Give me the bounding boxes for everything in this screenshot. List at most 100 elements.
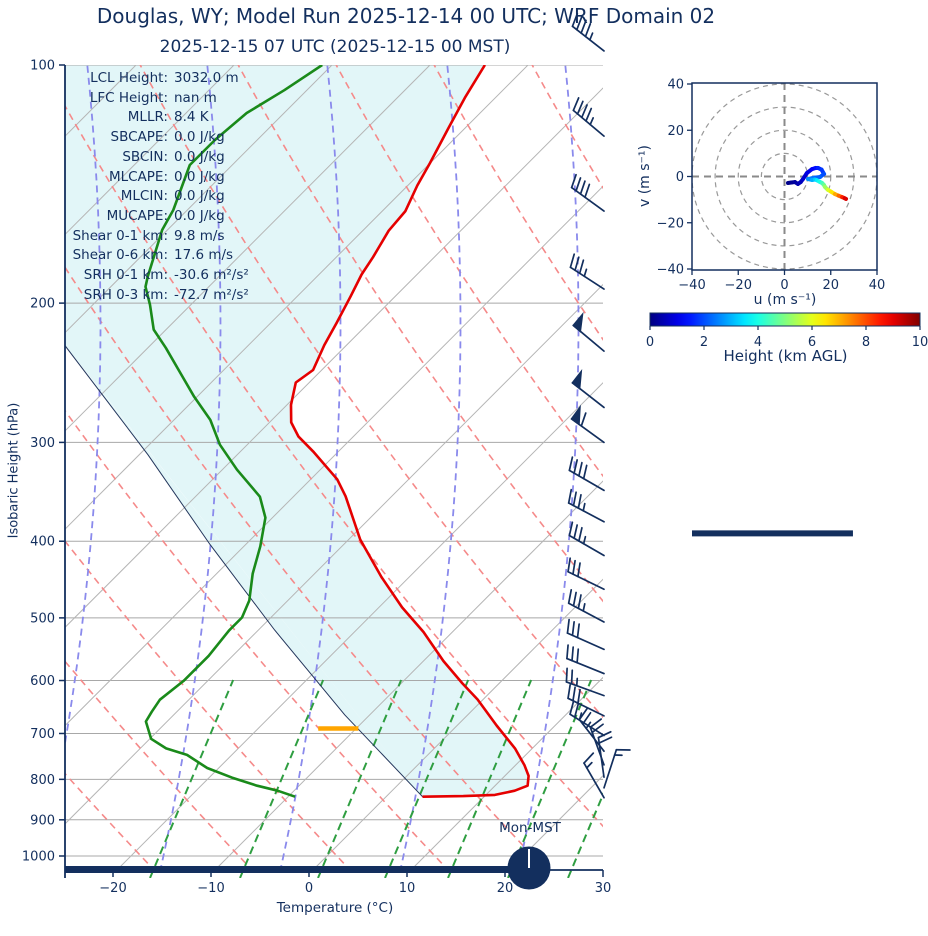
stat-value: 0.0 J/kg	[174, 188, 225, 205]
barb-full	[578, 461, 583, 477]
barb-staff	[569, 266, 605, 290]
stat-line: SRH 0-3 km: -72.7 m²/s²	[40, 286, 340, 306]
stat-label: SRH 0-1 km:	[83, 267, 168, 284]
stat-label: LFC Height:	[89, 89, 168, 106]
hodograph-u-tick-label: −40	[678, 278, 705, 293]
hodograph-u-tick-label: 40	[869, 278, 886, 293]
stat-line: LFC Height: nan m	[40, 89, 340, 109]
stat-value: 3032.0 m	[174, 70, 239, 86]
stat-value: 9.8 m/s	[174, 227, 225, 244]
dry-adiabat-line	[433, 65, 603, 341]
barb-full	[568, 456, 574, 472]
barb-full	[578, 707, 589, 721]
stat-line: SBCIN: 0.0 J/kg	[40, 148, 340, 168]
barb-full	[591, 723, 604, 734]
barb-full	[567, 588, 573, 605]
moist-adiabat-line	[399, 65, 462, 873]
dry-adiabat-line	[139, 65, 603, 719]
parcel-profile-line	[65, 344, 423, 798]
pressure-tick-label: 200	[30, 297, 55, 312]
barb-staff	[565, 681, 605, 697]
hodograph-v-axis-label: v (m s⁻¹)	[637, 144, 653, 208]
barb-full	[571, 646, 575, 662]
mixing-ratio-line	[239, 679, 325, 878]
stat-value: 0.0 J/kg	[174, 168, 225, 185]
isotherm-line	[65, 65, 431, 432]
stat-label: Shear 0-6 km:	[72, 247, 168, 264]
barb-full	[575, 177, 582, 192]
barb-full	[571, 620, 575, 637]
stat-value: 8.4 K	[174, 109, 209, 126]
barb-full	[573, 703, 580, 718]
barb-half	[589, 117, 595, 126]
wind-barb	[571, 369, 605, 409]
isotherm-line	[65, 185, 603, 727]
barb-half	[585, 761, 593, 769]
stat-value: 0.0 J/kg	[174, 207, 225, 224]
moist-adiabat-line	[159, 65, 222, 873]
dry-adiabat-line	[65, 660, 255, 873]
temperature-tick-label: 20	[497, 881, 514, 896]
barb-staff	[566, 657, 605, 675]
isotherm-line	[212, 480, 603, 873]
wind-barb	[572, 97, 605, 137]
barb-full	[577, 688, 581, 704]
pressure-tick-label: 400	[30, 535, 55, 550]
barb-full	[578, 526, 583, 542]
mixing-ratio-line	[317, 679, 403, 878]
wind-barb	[597, 730, 613, 779]
temperature-tick-label: −10	[197, 881, 224, 896]
pressure-tick-label: 500	[30, 611, 55, 626]
wind-barb-column	[565, 12, 631, 799]
barb-full	[569, 700, 575, 716]
barb-full	[566, 644, 569, 660]
height-colorbar	[649, 312, 921, 327]
wind-barb	[566, 644, 605, 675]
colorbar-tick-label: 0	[646, 335, 654, 350]
barb-staff	[567, 602, 605, 623]
dry-adiabat-line	[65, 539, 353, 873]
isotherm-line	[65, 65, 235, 236]
barb-full	[584, 183, 591, 199]
pressure-axis-label: Isobaric Height (hPa)	[6, 402, 22, 539]
mixing-ratio-line	[507, 679, 593, 878]
isotherm-line	[65, 87, 603, 629]
stat-line: SRH 0-1 km: -30.6 m²/s²	[40, 266, 340, 286]
wind-barb	[567, 588, 605, 623]
barb-full	[567, 557, 572, 573]
barb-staff	[568, 469, 605, 492]
hodograph-u-tick-label: 0	[780, 278, 788, 293]
barb-full	[589, 718, 603, 729]
stat-line: Shear 0-1 km: 9.8 m/s	[40, 227, 340, 247]
wind-barb	[567, 684, 605, 717]
hodograph-u-tick-label: 20	[822, 278, 839, 293]
barb-full	[572, 97, 580, 112]
isotherm-line	[65, 65, 529, 530]
stat-label: LCL Height:	[90, 70, 168, 86]
barb-full	[572, 591, 577, 607]
colorbar-tick-label: 6	[808, 335, 816, 350]
barb-half	[575, 677, 579, 687]
stat-line: SBCAPE: 0.0 J/kg	[40, 128, 340, 148]
stat-value: 0.0 J/kg	[174, 129, 225, 146]
stat-value: -30.6 m²/s²	[174, 267, 249, 284]
dry-adiabat-line	[531, 65, 603, 190]
wind-barb	[567, 488, 605, 523]
pressure-tick-label: 600	[30, 674, 55, 689]
temperature-tick-label: 0	[305, 881, 313, 896]
mixing-ratio-line	[149, 679, 235, 878]
barb-staff	[571, 25, 605, 52]
temperature-profile-line	[289, 65, 530, 798]
stat-value: 0.0 J/kg	[174, 148, 225, 165]
barb-staff	[572, 109, 605, 137]
wind-barb	[571, 12, 605, 52]
barb-half	[582, 602, 586, 612]
barb-half	[583, 268, 588, 278]
stat-label: SRH 0-3 km:	[83, 286, 168, 303]
colorbar-label: Height (km AGL)	[723, 347, 848, 365]
stat-value: nan m	[174, 89, 217, 106]
isotherm-line	[310, 578, 603, 873]
barb-full	[581, 711, 592, 725]
isotherm-line	[114, 382, 603, 873]
hodograph-v-tick-label: 0	[676, 170, 684, 185]
